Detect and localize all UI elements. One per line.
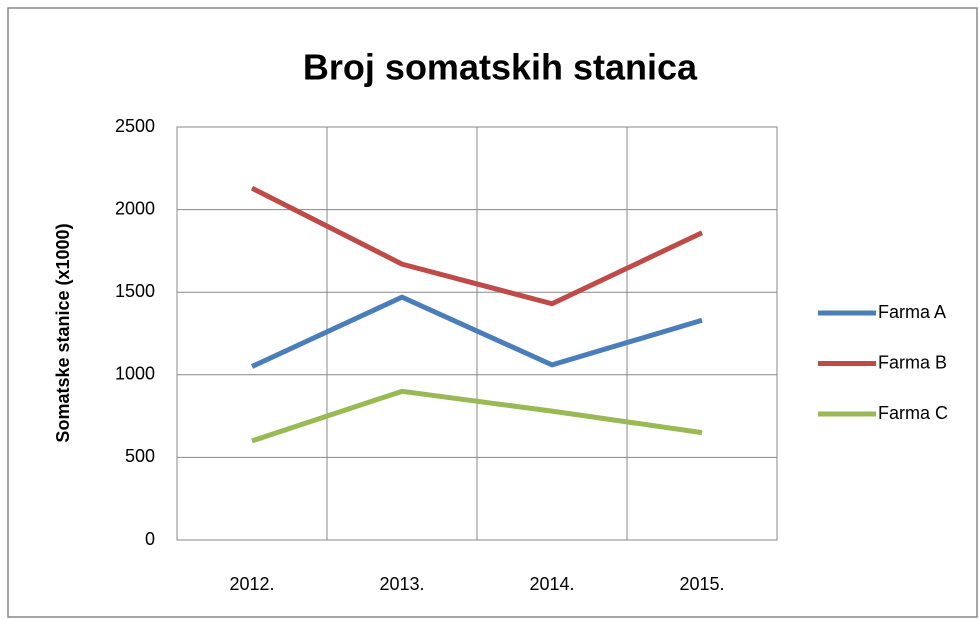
legend-label: Farma B bbox=[878, 352, 947, 372]
x-tick-label: 2013. bbox=[379, 574, 424, 594]
x-tick-label: 2012. bbox=[229, 574, 274, 594]
y-tick-label: 1000 bbox=[115, 364, 155, 384]
x-tick-label: 2015. bbox=[679, 574, 724, 594]
data-line bbox=[251, 388, 703, 444]
y-tick-label: 0 bbox=[145, 529, 155, 549]
x-tick-label: 2014. bbox=[529, 574, 574, 594]
legend-label: Farma C bbox=[878, 403, 948, 423]
y-tick-label: 1500 bbox=[115, 281, 155, 301]
data-line bbox=[250, 294, 703, 369]
data-line bbox=[250, 185, 704, 307]
y-tick-label: 2500 bbox=[115, 116, 155, 136]
y-tick-label: 500 bbox=[125, 446, 155, 466]
y-tick-label: 2000 bbox=[115, 198, 155, 218]
chart-title: Broj somatskih stanica bbox=[303, 47, 698, 88]
plot-area-border bbox=[176, 126, 778, 541]
y-axis-label: Somatske stanice (x1000) bbox=[53, 223, 73, 442]
legend-label: Farma A bbox=[878, 302, 946, 322]
chart-border bbox=[7, 7, 978, 618]
